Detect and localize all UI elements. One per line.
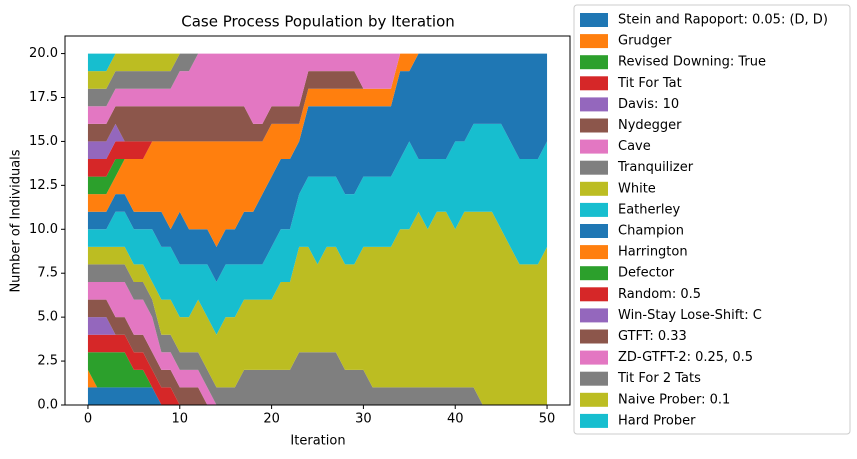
area [87,264,548,405]
legend-swatch [580,118,608,133]
y-tick-label: 0.0 [37,398,58,413]
area [87,53,548,283]
legend-swatch [580,13,608,27]
legend-label: White [618,181,656,196]
area [87,211,548,405]
legend-label: Champion [618,224,684,239]
y-tick-label: 12.5 [29,178,58,193]
y-tick-label: 17.5 [29,90,58,105]
legend-label: Harrington [618,245,688,260]
legend-label: Tranquilizer [617,160,694,175]
legend-label: Hard Prober [618,413,696,428]
legend-label: Grudger [618,34,672,49]
legend-label: Naive Prober: 0.1 [618,392,730,407]
legend-label: Stein and Rapoport: 0.05: (D, D) [618,13,828,28]
y-tick-label: 15.0 [29,134,58,149]
legend-label: Tit For 2 Tats [617,371,701,386]
legend-label: Eatherley [618,202,680,217]
legend-swatch [580,329,608,344]
plot-area [87,53,548,405]
y-tick-label: 7.5 [37,266,58,281]
legend-swatch [580,266,608,281]
legend-swatch [580,245,608,260]
x-tick-label: 20 [263,412,280,427]
legend-swatch [580,160,608,175]
x-tick-label: 30 [355,412,372,427]
area [87,53,548,247]
area [87,53,548,142]
legend-frame [573,4,851,435]
y-axis-label: Number of Individuals [9,149,24,292]
x-tick-label: 50 [539,412,556,427]
plot-frame [64,35,571,406]
legend-label: Cave [618,139,651,154]
legend-swatch [580,76,608,91]
legend-label: Defector [618,266,675,281]
legend-label: Random: 0.5 [618,287,701,302]
y-tick-label: 5.0 [37,310,58,325]
area [87,53,548,89]
legend-swatch [580,139,608,154]
legend-label: GTFT: 0.33 [618,329,687,344]
legend-swatch [580,308,608,323]
legend-label: Revised Downing: True [618,55,766,70]
legend-label: Win-Stay Lose-Shift: C [618,308,762,323]
y-tick-label: 2.5 [37,354,58,369]
legend-swatch [580,371,608,386]
x-axis-label: Iteration [290,434,345,449]
x-tick-label: 40 [447,412,464,427]
legend-label: Tit For Tat [617,76,682,91]
legend-swatch [580,181,608,196]
legend-swatch [580,55,608,70]
y-tick-label: 20.0 [29,46,58,61]
x-tick-label: 0 [84,412,92,427]
chart-title: Case Process Population by Iteration [181,13,455,31]
x-tick-label: 10 [171,412,188,427]
y-tick-label: 10.0 [29,222,58,237]
legend-swatch [580,97,608,112]
legend-label: Nydegger [618,118,682,133]
legend-swatch [580,34,608,49]
legend-swatch [580,202,608,217]
legend-swatch [580,392,608,407]
legend-label: ZD-GTFT-2: 0.25, 0.5 [618,350,753,365]
area [87,123,548,335]
legend-swatch [580,287,608,302]
legend-swatch [580,224,608,238]
area [87,53,548,124]
legend-swatch [580,350,608,365]
legend-label: Davis: 10 [618,97,679,112]
area [87,387,548,405]
legend-swatch [580,413,608,428]
